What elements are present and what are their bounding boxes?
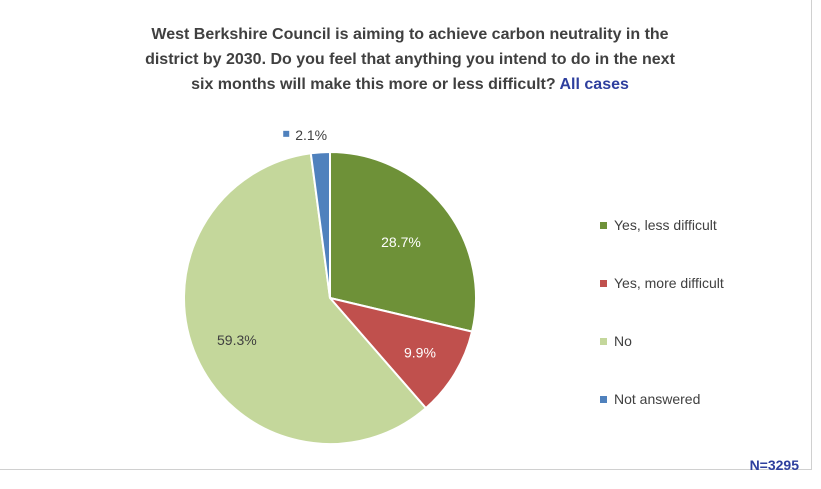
legend-item: Yes, more difficult bbox=[600, 254, 724, 312]
chart-title: West Berkshire Council is aiming to achi… bbox=[70, 22, 750, 97]
title-accent: All cases bbox=[559, 76, 629, 93]
pie-data-labels: 28.7% 9.9% 59.3% 2.1% bbox=[217, 127, 436, 361]
sample-size: N=3295 bbox=[749, 457, 799, 473]
legend-label: Yes, more difficult bbox=[614, 275, 724, 291]
data-label: 28.7% bbox=[381, 234, 421, 250]
legend-swatch bbox=[600, 279, 607, 287]
legend: Yes, less difficult Yes, more difficult No… bbox=[600, 196, 724, 428]
title-line-2: district by 2030. Do you feel that anyth… bbox=[145, 51, 675, 68]
data-label: 2.1% bbox=[295, 127, 327, 143]
pie-slice-yes-more-difficult bbox=[327, 296, 474, 410]
title-line-3-main: six months will make this more or less d… bbox=[191, 76, 556, 93]
legend-item: No bbox=[600, 312, 724, 370]
pie-slices bbox=[183, 150, 477, 445]
legend-swatch bbox=[600, 337, 607, 345]
pie-slice-yes-less-difficult bbox=[329, 150, 477, 333]
data-label: 9.9% bbox=[404, 344, 436, 360]
legend-label: No bbox=[614, 333, 632, 349]
chart-frame bbox=[0, 0, 812, 470]
data-label: 59.3% bbox=[217, 332, 257, 348]
legend-label: Not answered bbox=[614, 391, 701, 407]
legend-swatch bbox=[600, 221, 607, 229]
legend-item: Yes, less difficult bbox=[600, 196, 724, 254]
legend-item: Not answered bbox=[600, 370, 724, 428]
pie-slice-no bbox=[183, 152, 428, 445]
title-line-1: West Berkshire Council is aiming to achi… bbox=[151, 26, 669, 43]
pie-slice-not-answered bbox=[309, 150, 331, 299]
legend-label: Yes, less difficult bbox=[614, 217, 717, 233]
data-label-marker bbox=[283, 130, 290, 137]
title-line-3: six months will make this more or less d… bbox=[70, 72, 750, 97]
legend-swatch bbox=[600, 395, 607, 403]
